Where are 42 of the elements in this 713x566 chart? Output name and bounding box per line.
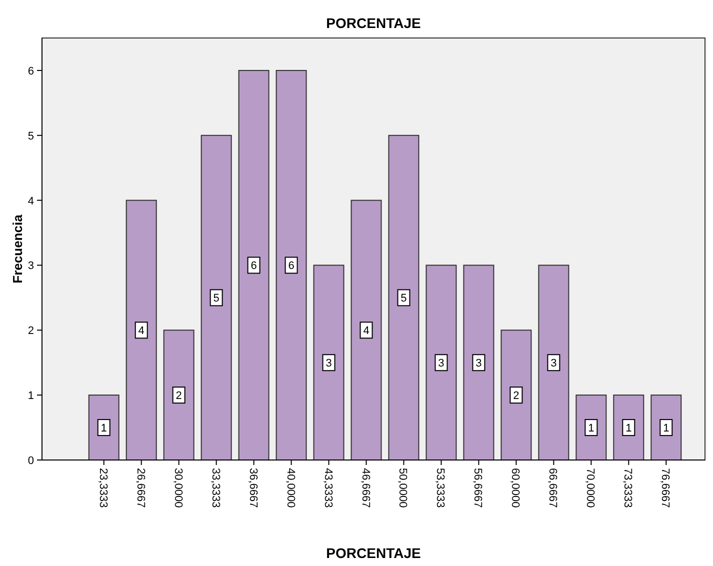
data-label: 1 bbox=[100, 422, 107, 435]
x-tick-label: 50,0000 bbox=[396, 468, 409, 508]
x-tick-label: 73,3333 bbox=[622, 468, 634, 508]
data-label: 1 bbox=[588, 422, 594, 435]
y-tick-label: 5 bbox=[28, 130, 34, 142]
x-tick-label: 53,3333 bbox=[434, 468, 446, 508]
x-tick-label: 66,6667 bbox=[546, 468, 559, 508]
data-label: 1 bbox=[663, 422, 670, 435]
x-tick-label: 36,6667 bbox=[246, 468, 259, 508]
data-label: 4 bbox=[363, 325, 370, 338]
data-label: 3 bbox=[550, 358, 557, 370]
x-tick-label: 70,0000 bbox=[584, 468, 596, 508]
chart-title: PORCENTAJE bbox=[326, 15, 421, 31]
data-label: 3 bbox=[326, 358, 332, 370]
x-tick-label: 23,3333 bbox=[96, 468, 109, 508]
data-label: 6 bbox=[288, 260, 294, 272]
x-tick-label: 60,0000 bbox=[509, 468, 522, 508]
data-label: 2 bbox=[513, 390, 520, 402]
y-tick-label: 6 bbox=[28, 65, 34, 78]
data-label: 5 bbox=[213, 292, 220, 305]
data-label: 1 bbox=[626, 422, 632, 435]
x-tick-label: 26,6667 bbox=[134, 468, 146, 508]
x-tick-label: 30,0000 bbox=[172, 468, 184, 508]
x-tick-label: 40,0000 bbox=[284, 468, 296, 508]
data-label: 4 bbox=[138, 325, 144, 338]
data-label: 3 bbox=[438, 358, 444, 370]
y-tick-label: 0 bbox=[28, 455, 34, 467]
data-label: 2 bbox=[176, 390, 182, 402]
y-tick-label: 1 bbox=[28, 390, 34, 402]
y-tick-label: 2 bbox=[28, 325, 34, 338]
x-tick-label: 43,3333 bbox=[322, 468, 334, 508]
x-tick-label: 56,6667 bbox=[472, 468, 484, 508]
x-tick-label: 76,6667 bbox=[659, 468, 672, 508]
x-tick-label: 33,3333 bbox=[209, 468, 222, 508]
x-tick-label: 46,6667 bbox=[359, 468, 372, 508]
data-label: 3 bbox=[476, 358, 482, 370]
y-axis-title: Frecuencia bbox=[10, 214, 25, 284]
y-tick-label: 4 bbox=[28, 195, 34, 208]
data-label: 5 bbox=[400, 292, 407, 305]
x-axis-title: PORCENTAJE bbox=[326, 545, 421, 561]
y-tick-label: 3 bbox=[28, 260, 34, 272]
data-label: 6 bbox=[250, 260, 257, 272]
